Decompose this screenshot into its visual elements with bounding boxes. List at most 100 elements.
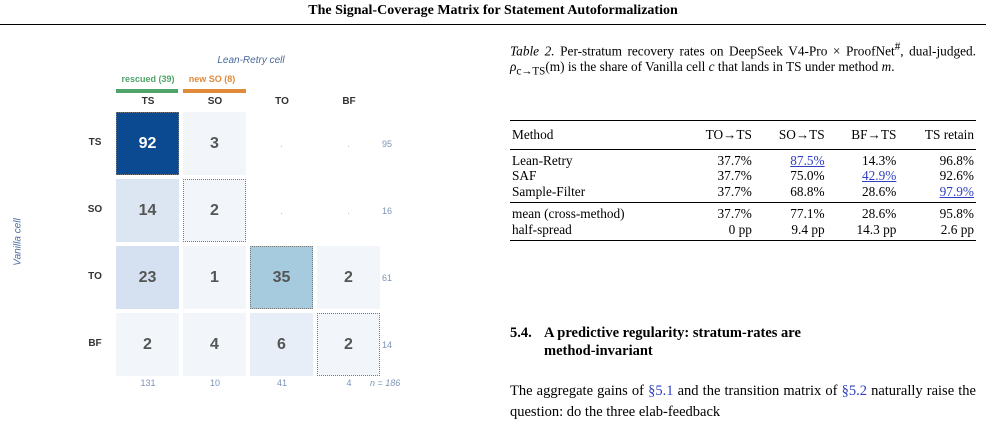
matrix-cell: . [317,179,380,242]
caption-math: (m) [545,59,565,75]
matrix-cell: 1 [183,246,246,309]
caption-text: is the share of Vanilla cell [564,59,709,75]
caption-math: c [708,59,715,75]
caption-text: . [891,59,895,75]
row-axis-title: Vanilla cell [12,218,24,266]
rate-cell: 77.1% [790,206,825,221]
body-paragraph: The aggregate gains of §5.1 and the tran… [510,381,976,423]
column-header: TS retain [924,127,974,142]
matrix-cell: . [250,112,313,175]
column-header: TS [141,96,155,107]
method-name-cell: Lean-Retry [512,152,573,168]
matrix-cell: 35 [250,246,313,309]
rate-cell: 75.0% [790,168,825,183]
rate-cell: 92.6% [939,168,974,183]
table-body-methods: Lean-Retry 37.7% 87.5% 14.3% 96.8% SAF 37.7% 75… [510,149,976,203]
bracket-bar-rescued [116,89,178,93]
table-row: mean (cross-method) 37.7% 77.1% 28.6% 95.8% [510,203,976,222]
matrix-cell: 92 [116,112,179,175]
bracket-label-rescued: rescued (39) [121,74,175,84]
matrix-cell: . [250,179,313,242]
table-header-row: Method TO→TS SO→TS BF→TS TS retain [510,120,976,149]
matrix-cell: 2 [317,246,380,309]
rate-cell: 2.6 pp [940,221,974,237]
section-link[interactable]: §5.2 [841,383,867,399]
caption-text: Per-stratum recovery rates on DeepSeek V… [554,43,895,59]
matrix-cell: 2 [183,179,246,242]
rate-cell: 0 pp [728,221,752,237]
caption-math: ρ [510,59,517,75]
caption-math-sub: c→TS [516,66,546,79]
body-text: naturally raise the question: do the thr… [510,383,976,420]
section-heading: 5.4. A predictive regularity: stratum-rat… [510,324,976,360]
row-total: 14 [382,340,393,350]
rate-cell: 28.6% [862,183,897,199]
bracket-label-new-so: new SO (8) [188,74,236,84]
rate-cell: 37.7% [717,168,752,183]
total-count-label: n = 186 [370,378,401,388]
section-link[interactable]: §5.1 [648,383,674,399]
running-head: The Signal-Coverage Matrix for Statement… [308,3,678,18]
column-header: TO→TS [705,127,752,142]
column-axis-title: Lean-Retry cell [217,55,285,66]
column-header: TO [275,96,289,107]
rate-cell: 9.4 pp [791,221,825,237]
method-name-cell: Sample-Filter [512,183,586,199]
column-total: 131 [140,378,156,388]
rate-cell: 14.3% [862,152,897,168]
column-total: 41 [276,378,287,388]
caption-sup: # [894,41,901,53]
row-header: SO [87,204,103,215]
recovery-rates-table: Method TO→TS SO→TS BF→TS TS retain Lean-Retr… [510,120,976,241]
row-header: TS [88,137,102,148]
column-header: SO→TS [778,127,825,142]
rate-cell: 42.9% [862,168,897,183]
rate-cell: 37.7% [717,152,752,168]
matrix-cell: 23 [116,246,179,309]
rate-cell: 37.7% [717,183,752,199]
table-row: half-spread 0 pp 9.4 pp 14.3 pp 2.6 pp [510,222,976,241]
row-header: BF [88,338,102,349]
header-rule [0,24,986,25]
row-total: 95 [382,139,393,149]
section-title-line2: method-invariant [544,343,653,359]
column-header: Method [512,127,554,142]
rate-cell: 37.7% [717,206,752,221]
matrix-cell: 2 [116,313,179,376]
table-row: SAF 37.7% 75.0% 42.9% 92.6% [510,168,976,184]
caption-text: that lands in TS under method [714,59,882,75]
row-header: TO [88,271,102,282]
column-total: 4 [346,378,352,388]
column-header: SO [207,96,223,107]
column-total: 10 [209,378,220,388]
table-row: Sample-Filter 37.7% 68.8% 28.6% 97.9% [510,184,976,203]
section-title-line1: A predictive regularity: stratum-rates a… [544,325,801,341]
rate-cell: 97.9% [939,183,974,199]
rate-cell: 87.5% [790,152,825,168]
rate-cell: 95.8% [939,206,974,221]
row-total: 16 [382,206,393,216]
rate-cell: 68.8% [790,183,825,199]
matrix-cell: . [317,112,380,175]
section-number: 5.4. [510,325,532,341]
row-total: 61 [382,273,393,283]
table-caption: Table 2. Per-stratum recovery rates on D… [510,39,976,80]
column-header: BF [342,96,356,107]
table-body-summary: mean (cross-method) 37.7% 77.1% 28.6% 95.8% h… [510,202,976,241]
table-row: Lean-Retry 37.7% 87.5% 14.3% 96.8% [510,149,976,168]
method-name-cell: mean (cross-method) [512,206,625,221]
rate-cell: 28.6% [862,206,897,221]
method-name-cell: half-spread [512,221,572,237]
method-name-cell: SAF [512,168,537,183]
matrix-cell: 14 [116,179,179,242]
caption-label: Table 2. [510,43,555,59]
caption-math: m [881,59,892,75]
caption-text: , dual-judged. [900,43,976,59]
bracket-bar-new-so [183,89,246,93]
matrix-cell: 4 [183,313,246,376]
matrix-cell: 6 [250,313,313,376]
body-text: The aggregate gains of [510,383,649,399]
matrix-cell: 3 [183,112,246,175]
body-text: and the transition matrix of [673,383,842,399]
matrix-cell: 2 [317,313,380,376]
